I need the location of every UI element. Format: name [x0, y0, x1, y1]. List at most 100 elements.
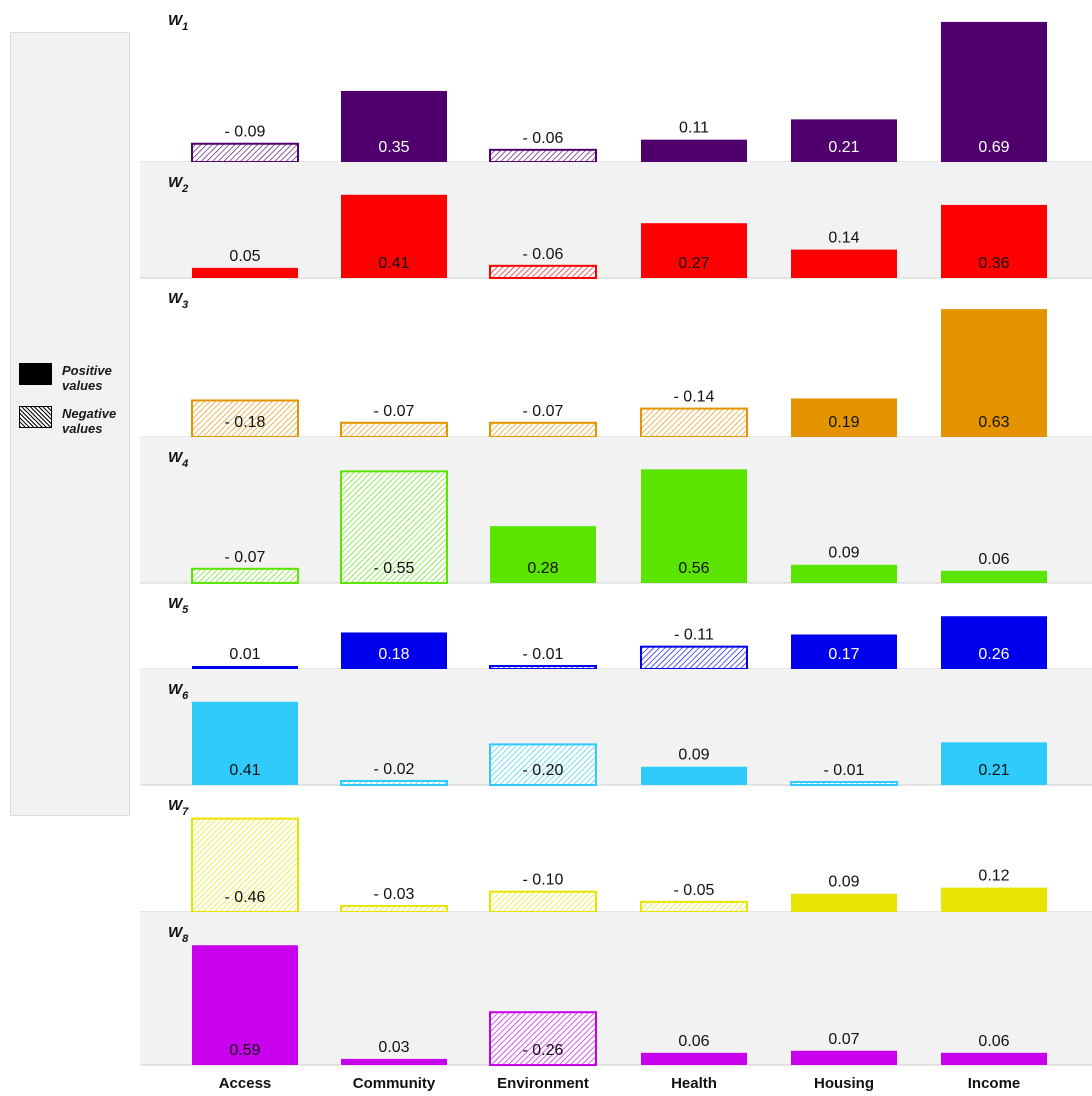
data-label: 0.28	[527, 560, 558, 577]
bar-w6-community	[340, 779, 448, 787]
data-label: 0.21	[828, 139, 859, 156]
bar-w2-health	[641, 223, 747, 278]
data-label: - 0.05	[674, 882, 715, 899]
bar-w4-health	[641, 469, 747, 583]
data-label: 0.01	[229, 646, 260, 663]
data-label: 0.06	[978, 1033, 1009, 1050]
bar-w3-community	[340, 421, 448, 439]
bar-w5-community	[341, 632, 447, 669]
bar-w4-community	[340, 470, 448, 585]
data-label: 0.69	[978, 139, 1009, 156]
bar-w5-housing	[791, 634, 897, 669]
bar-w4-environment	[490, 526, 596, 583]
category-label: Health	[671, 1075, 717, 1092]
data-label: 0.56	[678, 560, 709, 577]
data-label: - 0.01	[523, 646, 564, 663]
panel-title: W4	[168, 449, 188, 470]
bar-w8-community	[341, 1058, 447, 1065]
panel-background	[140, 912, 1092, 1065]
data-label: 0.14	[828, 230, 859, 247]
bar-w6-health	[641, 766, 747, 785]
panel-title: W2	[168, 174, 188, 195]
category-label: Access	[219, 1075, 272, 1092]
bar-w6-environment	[489, 743, 597, 787]
data-label: - 0.07	[523, 403, 564, 420]
bar-w3-housing	[791, 398, 897, 437]
panel-background	[140, 669, 1092, 785]
bar-w7-health	[640, 900, 748, 913]
data-label: 0.59	[229, 1042, 260, 1059]
bar-w3-health	[640, 407, 748, 438]
data-label: 0.07	[828, 1031, 859, 1048]
bar-w7-community	[340, 904, 448, 913]
legend-negative-line1: Negative	[62, 406, 117, 421]
bar-w8-housing	[791, 1050, 897, 1065]
legend-negative-line2: values	[62, 421, 103, 436]
category-label: Environment	[497, 1075, 589, 1092]
bar-w2-income	[941, 204, 1047, 278]
data-label: 0.63	[978, 414, 1009, 431]
data-label: 0.05	[229, 248, 260, 265]
bar-w1-housing	[791, 119, 897, 162]
data-label: 0.03	[378, 1039, 409, 1056]
panel-title: W3	[168, 290, 188, 311]
data-label: 0.09	[828, 545, 859, 562]
data-label: - 0.10	[523, 872, 564, 889]
data-label: - 0.01	[824, 762, 865, 779]
data-label: 0.12	[978, 868, 1009, 885]
data-label: 0.09	[678, 747, 709, 764]
panel-title: W7	[168, 797, 189, 818]
bar-w5-income	[941, 616, 1047, 669]
data-label: - 0.06	[523, 246, 564, 263]
data-label: - 0.26	[523, 1042, 564, 1059]
bar-w4-housing	[791, 564, 897, 583]
legend-negative-swatch	[19, 406, 52, 428]
bar-w8-access	[192, 945, 298, 1065]
legend-positive: Positive values	[19, 363, 124, 393]
data-label: 0.17	[828, 646, 859, 663]
data-label: 0.18	[378, 646, 409, 663]
bar-w4-access	[191, 567, 299, 584]
data-label: - 0.03	[374, 886, 415, 903]
panel-title: W6	[168, 681, 189, 702]
data-label: - 0.46	[225, 889, 266, 906]
legend: Positive values Negative values	[10, 32, 130, 816]
legend-positive-line1: Positive	[62, 363, 112, 378]
bar-w1-access	[191, 142, 299, 163]
bar-w2-access	[192, 267, 298, 278]
bar-w6-income	[941, 742, 1047, 785]
bar-w1-community	[341, 90, 447, 162]
bar-w4-income	[941, 570, 1047, 583]
legend-positive-label: Positive values	[62, 363, 124, 393]
category-label: Income	[968, 1075, 1021, 1092]
data-label: 0.41	[229, 762, 260, 779]
data-label: 0.06	[978, 551, 1009, 568]
bar-w7-access	[191, 817, 299, 913]
category-label: Community	[353, 1075, 436, 1092]
bar-w1-health	[641, 139, 747, 162]
data-label: 0.27	[678, 255, 709, 272]
bar-w5-access	[192, 666, 298, 669]
bar-w1-income	[941, 21, 1047, 163]
data-label: 0.36	[978, 255, 1009, 272]
data-label: 0.41	[378, 255, 409, 272]
data-label: 0.35	[378, 139, 409, 156]
data-label: - 0.07	[225, 549, 266, 566]
data-label: - 0.18	[225, 414, 266, 431]
data-label: - 0.55	[374, 560, 415, 577]
bar-w5-health	[640, 645, 748, 670]
bar-w3-income	[941, 309, 1047, 437]
bar-w7-housing	[791, 893, 897, 912]
panel-title: W5	[168, 595, 189, 616]
bar-w2-environment	[489, 264, 597, 280]
panel-title: W8	[168, 924, 189, 945]
panel-background	[140, 437, 1092, 583]
bar-w8-income	[941, 1052, 1047, 1065]
data-label: - 0.20	[523, 762, 564, 779]
bar-w8-health	[641, 1052, 747, 1065]
bar-w6-housing	[790, 781, 898, 786]
legend-positive-swatch	[19, 363, 52, 385]
data-label: - 0.14	[674, 389, 715, 406]
data-label: - 0.09	[225, 124, 266, 141]
data-label: - 0.07	[374, 403, 415, 420]
